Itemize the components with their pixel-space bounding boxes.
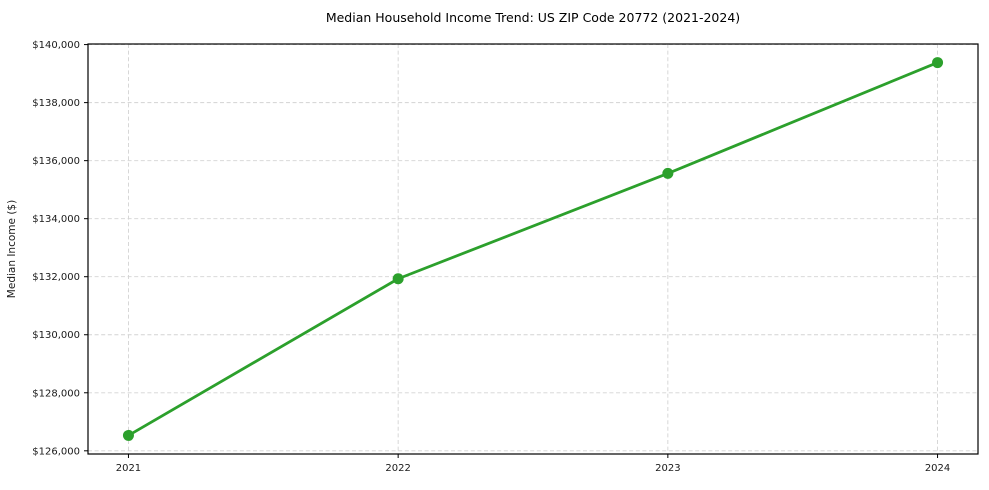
trend-line <box>127 61 939 437</box>
axis-layer: $126,000 $128,000 $130,000 $132,000 $134,000… <box>32 40 950 474</box>
y-tick-label: $134,000 <box>32 214 80 225</box>
y-axis-label: Median Income ($) <box>6 200 18 298</box>
data-point-2023 <box>662 167 674 179</box>
data-point-2022 <box>392 273 404 285</box>
y-tick-label: $138,000 <box>32 98 80 109</box>
y-tick-label: $140,000 <box>32 40 80 51</box>
x-tick-label: 2023 <box>655 463 680 474</box>
y-tick-label: $130,000 <box>32 330 80 341</box>
y-tick-label: $126,000 <box>32 446 80 457</box>
y-tick-label: $136,000 <box>32 156 80 167</box>
y-tick-label: $128,000 <box>32 388 80 399</box>
x-tick-label: 2022 <box>385 463 410 474</box>
grid-layer <box>88 44 978 454</box>
data-point-2021 <box>122 429 134 441</box>
y-tick-label: $132,000 <box>32 272 80 283</box>
x-tick-label: 2021 <box>116 463 141 474</box>
trend-series <box>122 57 944 441</box>
chart-title: Median Household Income Trend: US ZIP Co… <box>326 10 740 25</box>
plot-border <box>87 43 979 455</box>
x-tick-label: 2024 <box>925 463 950 474</box>
data-point-2024 <box>932 57 944 69</box>
